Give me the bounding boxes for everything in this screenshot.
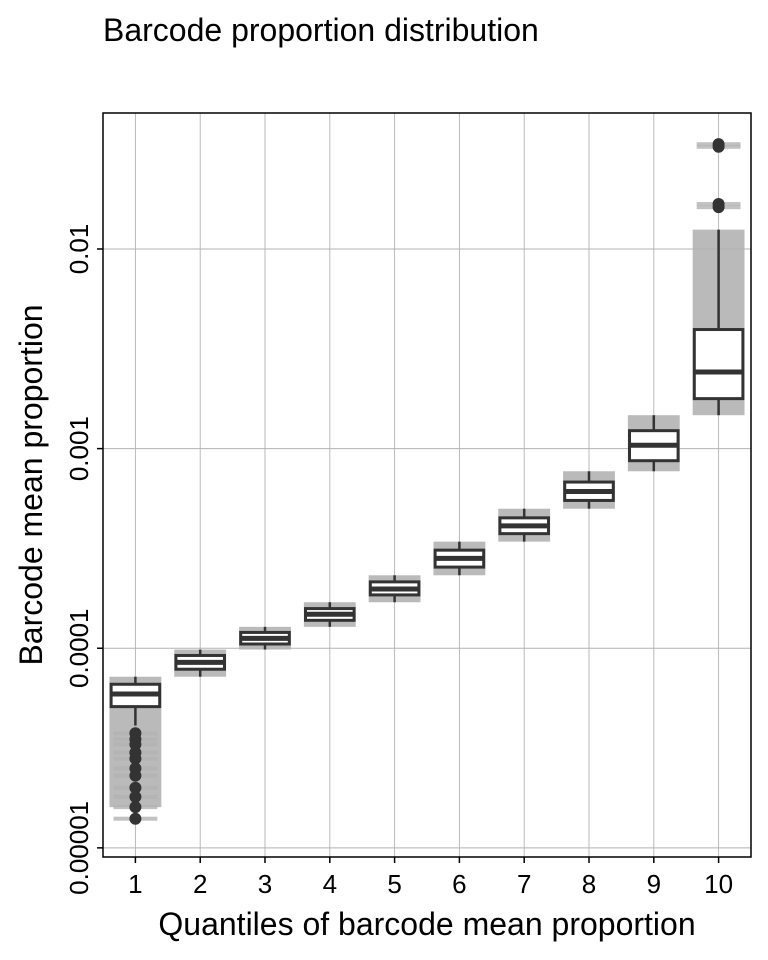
y-axis: 0.00001 0.0001 0.001 0.01 <box>64 224 103 895</box>
outlier-point <box>712 201 725 214</box>
x-tick-label: 7 <box>517 869 531 899</box>
y-axis-title: Barcode mean proportion <box>13 304 49 665</box>
x-tick-label: 10 <box>704 869 733 899</box>
plot-panel-border <box>102 112 752 858</box>
x-tick-label: 3 <box>258 869 272 899</box>
y-tick-label: 0.00001 <box>64 801 94 895</box>
outlier-point <box>129 738 142 751</box>
box-4 <box>304 602 356 627</box>
y-tick-label: 0.001 <box>64 416 94 481</box>
jitter-points <box>109 142 745 821</box>
iqr-box <box>692 328 745 401</box>
box-7 <box>498 508 550 542</box>
box-2 <box>174 649 226 677</box>
y-tick-label: 0.0001 <box>64 608 94 688</box>
box-9 <box>628 415 680 472</box>
x-tick-label: 6 <box>452 869 466 899</box>
outlier-point <box>129 801 142 814</box>
box-series <box>109 138 745 825</box>
outlier-point <box>129 781 142 794</box>
x-axis: 1 2 3 4 5 6 7 8 9 10 <box>128 857 733 899</box>
x-tick-label: 8 <box>582 869 596 899</box>
x-tick-label: 1 <box>128 869 142 899</box>
box-6 <box>433 541 486 576</box>
grid-lines <box>103 113 751 857</box>
outlier-point <box>129 769 142 782</box>
outlier-point <box>712 140 725 153</box>
chart-title: Barcode proportion distribution <box>103 12 539 48</box>
box-8 <box>563 471 615 509</box>
outlier-point <box>129 812 142 825</box>
y-tick-label: 0.01 <box>64 224 94 275</box>
outlier-point <box>129 752 142 765</box>
outlier-point <box>129 790 142 803</box>
x-tick-label: 2 <box>193 869 207 899</box>
box-10 <box>692 138 745 416</box>
x-tick-label: 5 <box>387 869 401 899</box>
box-3 <box>239 626 291 650</box>
box-1 <box>109 676 162 825</box>
box-5 <box>368 575 421 603</box>
x-tick-label: 4 <box>323 869 337 899</box>
x-tick-label: 9 <box>647 869 661 899</box>
x-axis-title: Quantiles of barcode mean proportion <box>158 906 695 942</box>
